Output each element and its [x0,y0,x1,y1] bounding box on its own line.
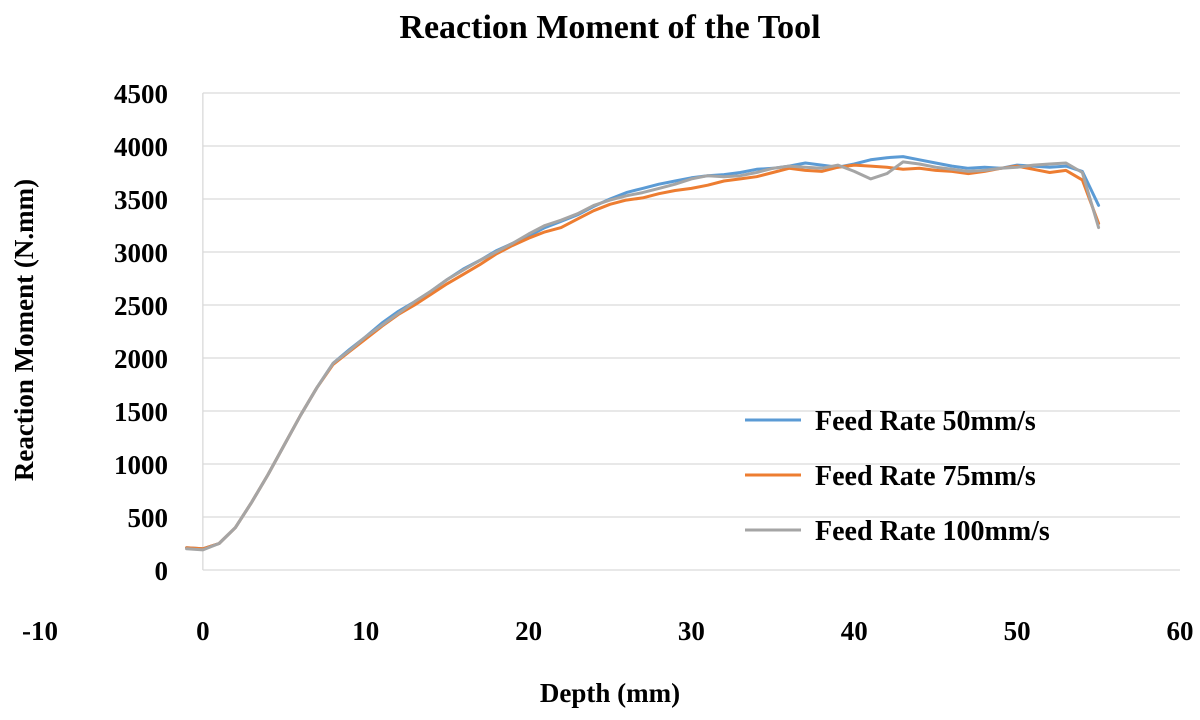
y-tick-label: 2500 [114,291,168,321]
y-tick-label: 3500 [114,185,168,215]
x-axis-label: Depth (mm) [540,678,680,708]
y-tick-label: 4000 [114,132,168,162]
series-group [185,155,1101,552]
x-tick-label: 40 [841,616,868,646]
x-tick-label: 0 [196,616,210,646]
x-tick-label: -10 [22,616,58,646]
y-tick-label: 1500 [114,397,168,427]
y-tick-label: 4500 [114,79,168,109]
series-line-3 [185,160,1101,552]
x-axis-ticks: -10 0 10 20 30 40 50 60 [22,616,1194,646]
legend-label-1: Feed Rate 50mm/s [815,406,1036,437]
y-axis-label: Reaction Moment (N.mm) [9,179,39,481]
y-tick-label: 500 [128,503,169,533]
legend-label-3: Feed Rate 100mm/s [815,516,1050,547]
y-axis-ticks: 0 500 1000 1500 2000 2500 3000 3500 4000 4500 [114,79,168,586]
chart-title: Reaction Moment of the Tool [399,9,820,46]
legend-label-2: Feed Rate 75mm/s [815,461,1036,492]
x-tick-label: 10 [352,616,379,646]
y-tick-label: 2000 [114,344,168,374]
x-tick-label: 30 [678,616,705,646]
y-tick-label: 0 [155,556,169,586]
y-tick-label: 3000 [114,238,168,268]
x-tick-label: 20 [515,616,542,646]
y-tick-label: 1000 [114,450,168,480]
x-tick-label: 60 [1167,616,1194,646]
x-tick-label: 50 [1004,616,1031,646]
grid [202,92,1180,571]
legend: Feed Rate 50mm/s Feed Rate 75mm/s Feed Rat… [745,406,1050,547]
